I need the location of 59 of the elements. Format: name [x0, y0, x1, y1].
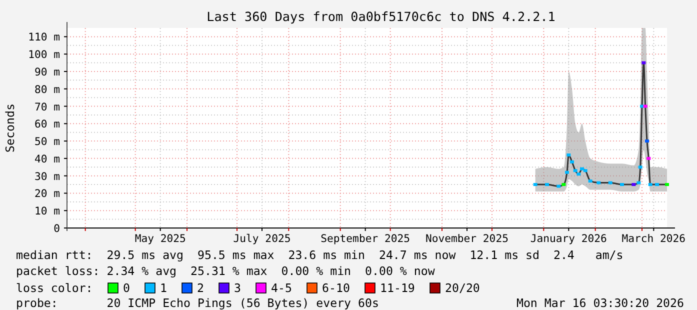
y-tick-label: 40 m: [34, 153, 60, 166]
point: [562, 183, 566, 186]
legend-label: 3: [234, 281, 241, 295]
x-tick-label: May 2025: [134, 233, 186, 245]
legend-title: loss color:: [16, 281, 93, 295]
point: [570, 160, 574, 164]
legend-label: 2: [197, 281, 204, 295]
point: [620, 183, 624, 186]
point: [573, 169, 578, 172]
point: [648, 183, 652, 186]
legend-label: 11-19: [380, 281, 415, 295]
point: [643, 104, 648, 108]
text: Mon Mar 16 03:30:20 2026: [516, 296, 684, 310]
point: [580, 167, 584, 170]
point: [642, 61, 646, 64]
point: [636, 181, 641, 184]
text: median rtt: 29.5 ms avg 95.5 ms max 23.6 ms min 24.7 ms now 12.1 ms sd 2.4 am/s: [16, 248, 624, 262]
point: [596, 181, 601, 184]
y-tick-label: 110 m: [28, 32, 60, 44]
y-tick-label: 100 m: [28, 49, 60, 62]
point: [632, 183, 636, 186]
chart-title: Last 360 Days from 0a0bf5170c6c to DNS 4.2.2.1: [206, 9, 556, 24]
x-tick-label: January 2026: [530, 233, 607, 245]
legend-label: 0: [123, 281, 130, 295]
point: [583, 169, 588, 172]
x-tick-label: September 2025: [320, 233, 410, 245]
legend-label: 4-5: [271, 281, 292, 295]
x-tick-label: March 2026: [622, 233, 686, 245]
y-tick-label: 0: [54, 223, 60, 235]
point: [655, 183, 659, 186]
point: [565, 170, 569, 174]
point: [556, 184, 561, 188]
legend-label: 20/20: [445, 281, 480, 295]
point: [646, 156, 651, 160]
point: [608, 181, 612, 184]
x-tick-label: November 2025: [426, 233, 508, 245]
point: [638, 166, 642, 169]
y-axis-title: Seconds: [3, 104, 17, 152]
legend-label: 1: [160, 281, 167, 295]
point: [566, 153, 571, 156]
y-tick-label: 90 m: [34, 66, 60, 78]
point: [588, 180, 592, 183]
legend-label: 6-10: [322, 281, 350, 295]
y-tick-label: 30 m: [34, 170, 60, 183]
y-tick-label: 70 m: [34, 101, 60, 114]
point: [533, 183, 538, 186]
point: [576, 172, 581, 176]
y-tick-label: 50 m: [34, 136, 60, 148]
x-tick-label: July 2025: [233, 233, 291, 245]
y-tick-label: 20 m: [34, 188, 60, 200]
point: [665, 183, 669, 186]
point: [545, 183, 549, 186]
line-series: [534, 62, 668, 188]
y-tick-label: 60 m: [34, 118, 60, 131]
point: [645, 140, 649, 143]
text: probe: 20 ICMP Echo Pings (56 Bytes) every 60s: [16, 296, 379, 310]
text: packet loss: 2.34 % avg 25.31 % max 0.00 % min 0.00 % now: [16, 264, 435, 278]
y-tick-label: 80 m: [34, 84, 60, 96]
y-tick-label: 10 m: [34, 206, 60, 218]
